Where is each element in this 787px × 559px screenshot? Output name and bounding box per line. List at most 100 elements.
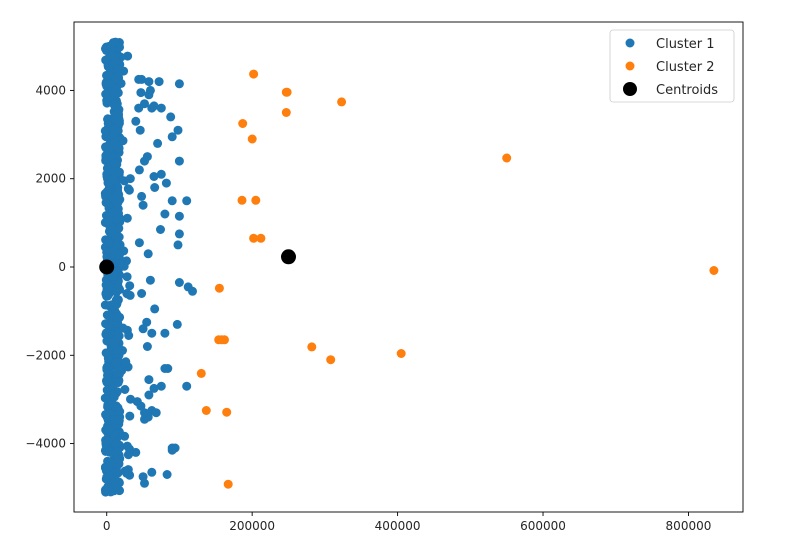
cluster-1-dense-point [111, 439, 121, 449]
cluster-1-point [147, 328, 157, 338]
cluster-1-point [172, 319, 182, 329]
cluster-1-point [140, 408, 149, 418]
cluster-1-dense-point [111, 240, 121, 250]
cluster-1-point [131, 116, 141, 126]
cluster-1-point [174, 211, 184, 221]
cluster-1-point [142, 342, 152, 351]
cluster-1-point [134, 165, 144, 175]
legend-marker-cluster-2 [625, 61, 635, 71]
dense-cluster-layer [100, 37, 135, 497]
cluster-1-dense-point [123, 51, 133, 61]
cluster-1-point [136, 88, 146, 98]
y-tick-label: 4000 [35, 83, 66, 97]
cluster-1-dense-point [100, 463, 110, 473]
cluster-1-point [144, 390, 154, 400]
cluster-1-dense-point [103, 376, 113, 386]
cluster-1-point [174, 79, 184, 89]
cluster-1-point [149, 383, 159, 393]
cluster-1-point [144, 77, 154, 87]
cluster-1-point [166, 112, 176, 122]
cluster-1-point [142, 152, 152, 162]
cluster-2-point [396, 349, 406, 358]
cluster-1-point [151, 408, 161, 418]
cluster-1-dense-point [114, 250, 124, 260]
y-tick-label: 0 [58, 260, 66, 274]
x-tick-label: 600000 [520, 519, 566, 533]
cluster-2-point [281, 87, 291, 97]
cluster-1-dense-point [104, 238, 113, 248]
cluster-1-point [156, 169, 166, 179]
cluster-1-point [150, 304, 160, 314]
cluster-1-dense-point [125, 444, 134, 454]
cluster-2-point [307, 342, 317, 352]
x-tick-label: 0 [103, 519, 111, 533]
cluster-1-dense-point [102, 362, 112, 371]
cluster-2-point [214, 283, 224, 293]
cluster-1-dense-point [109, 124, 119, 134]
cluster-2-point [237, 195, 247, 205]
cluster-1-dense-point [109, 339, 119, 349]
cluster-2-point [238, 119, 248, 128]
cluster-1-point [162, 470, 172, 479]
cluster-1-dense-point [106, 225, 116, 235]
cluster-1-point [142, 317, 152, 327]
cluster-1-dense-point [110, 475, 119, 485]
y-tick-label: 2000 [35, 172, 66, 186]
x-axis: 0 200000 400000 600000 800000 [103, 512, 711, 533]
cluster-1-dense-point [110, 158, 120, 168]
cluster-1-point [149, 172, 159, 181]
cluster-2-point [502, 153, 512, 163]
cluster-1-dense-point [102, 187, 112, 197]
cluster-2-point [249, 69, 259, 79]
cluster-1-point [150, 183, 160, 192]
y-axis: −4000 −2000 0 2000 4000 [25, 83, 74, 451]
cluster-1-dense-point [113, 468, 123, 478]
cluster-1-point [147, 103, 157, 113]
cluster-1-point [174, 229, 184, 239]
cluster-1-dense-point [126, 394, 135, 404]
cluster-1-point [134, 103, 144, 113]
legend-marker-centroids [623, 82, 637, 96]
cluster-2-point [256, 233, 266, 243]
legend: Cluster 1 Cluster 2 Centroids [609, 29, 735, 103]
cluster-1-dense-point [125, 290, 135, 300]
cluster-1-point [167, 445, 177, 455]
cluster-1-dense-point [101, 410, 111, 419]
cluster-1-dense-point [104, 78, 114, 88]
cluster-1-point [153, 138, 163, 148]
cluster-1-dense-point [112, 312, 122, 322]
cluster-1-dense-point [105, 209, 115, 219]
cluster-1-point [156, 381, 166, 391]
cluster-1-point [137, 289, 147, 298]
cluster-1-dense-point [106, 457, 116, 467]
x-tick-label: 200000 [229, 519, 275, 533]
legend-label-centroids: Centroids [656, 83, 718, 98]
cluster-1-point [160, 328, 170, 338]
cluster-1-dense-point [103, 216, 113, 226]
cluster-1-dense-point [112, 215, 122, 224]
cluster-1-dense-point [111, 74, 121, 84]
cluster-2-point [220, 335, 229, 345]
legend-label-cluster-2: Cluster 2 [656, 60, 715, 75]
legend-box [609, 29, 735, 103]
cluster-2-point [201, 406, 211, 415]
cluster-1-dense-point [112, 283, 122, 293]
cluster-1-dense-point [107, 50, 117, 60]
cluster-2-point [249, 233, 259, 243]
cluster-1-point [161, 178, 171, 188]
cluster-1-dense-point [123, 184, 133, 194]
cluster-1-point [147, 467, 157, 477]
cluster-2-point [196, 368, 206, 378]
cluster-1-point [174, 278, 184, 287]
cluster-1-dense-point [125, 174, 135, 184]
cluster-1-dense-point [100, 126, 110, 136]
cluster-1-dense-point [112, 295, 122, 304]
cluster-1-dense-point [101, 198, 111, 208]
cluster-1-dense-point [120, 466, 130, 476]
centroids-point [281, 249, 296, 265]
points-layer [131, 74, 197, 488]
cluster-1-dense-point [111, 357, 121, 367]
cluster-1-dense-point [115, 407, 125, 416]
cluster-1-dense-point [110, 57, 120, 67]
cluster-2-point [326, 355, 336, 365]
